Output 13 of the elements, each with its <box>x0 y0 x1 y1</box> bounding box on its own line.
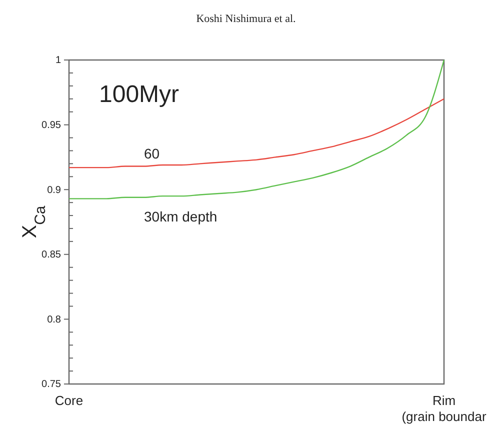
text: Koshi Nishimura et al. <box>196 13 296 25</box>
y-tick-label: 0.85 <box>42 250 62 261</box>
x-tick-label: Core <box>54 393 84 408</box>
line-series <box>68 59 445 200</box>
y-tick-label: 0.75 <box>42 379 62 390</box>
series-label: 60 <box>144 145 160 162</box>
x-tick-label: Rim (grain boundar <box>402 393 487 424</box>
y-tick-label: 0.9 <box>47 184 62 196</box>
series-label: 30km depth <box>144 208 218 224</box>
y-tick-label: 0.95 <box>42 120 62 131</box>
y-tick-label: 0.8 <box>47 314 62 326</box>
y-tick-label: 1 <box>55 55 62 66</box>
annotation: 100Myr <box>99 81 180 108</box>
